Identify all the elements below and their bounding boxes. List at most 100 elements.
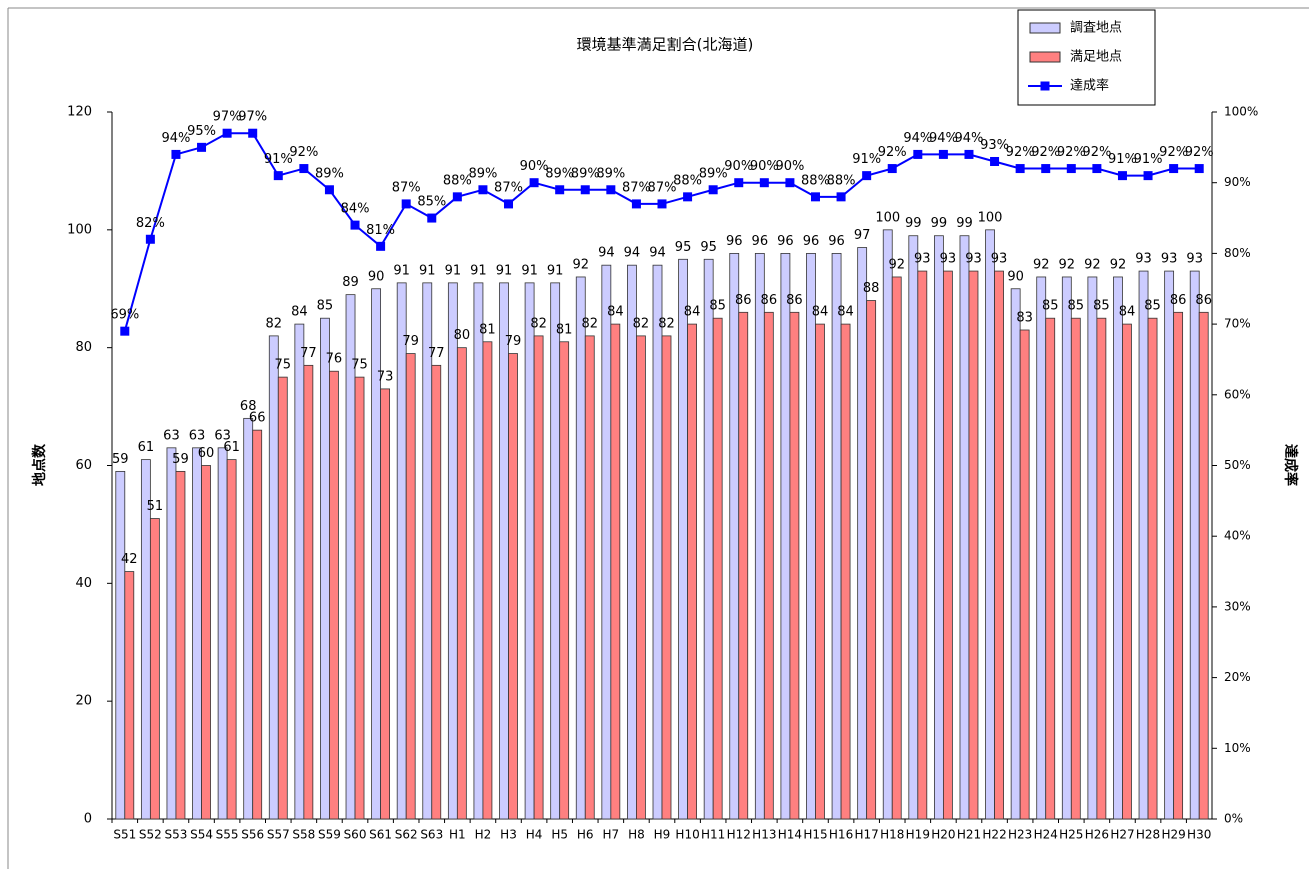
x-tick-label: H28 xyxy=(1136,828,1160,842)
bar-value-label: 93 xyxy=(914,252,931,267)
x-tick-label: H10 xyxy=(675,828,699,842)
x-tick-label: H3 xyxy=(500,828,517,842)
bar-value-label: 85 xyxy=(317,299,334,314)
bar xyxy=(703,258,714,820)
bar-value-label: 96 xyxy=(752,234,769,249)
line-marker xyxy=(1092,164,1102,174)
bar-value-label: 85 xyxy=(709,299,726,314)
x-tick-label: S60 xyxy=(344,828,367,842)
bar-value-label: 82 xyxy=(581,316,598,331)
line-marker xyxy=(324,185,334,195)
line-marker xyxy=(657,199,667,209)
bar xyxy=(729,252,740,820)
bar-value-label: 100 xyxy=(978,210,1003,225)
x-tick-label: H17 xyxy=(855,828,879,842)
y2-tick-label: 100% xyxy=(1224,105,1258,119)
line-value-label: 88% xyxy=(801,173,830,188)
bar xyxy=(345,294,356,820)
y2-tick-label: 40% xyxy=(1224,529,1251,543)
line-marker xyxy=(708,185,718,195)
bar xyxy=(277,376,288,820)
y2-tick-label: 50% xyxy=(1224,458,1251,472)
bar xyxy=(575,276,586,820)
line-marker xyxy=(120,326,130,336)
bar-value-label: 91 xyxy=(393,263,410,278)
bar-value-label: 79 xyxy=(505,334,522,349)
line-marker xyxy=(606,185,616,195)
bar xyxy=(482,341,493,820)
bar xyxy=(508,353,518,820)
line-marker xyxy=(1194,164,1204,174)
legend-swatch xyxy=(1029,22,1061,34)
bar xyxy=(610,323,621,820)
line-value-label: 89% xyxy=(468,166,497,181)
line-value-label: 97% xyxy=(213,110,242,125)
bar-value-label: 80 xyxy=(454,328,471,343)
bar-value-label: 95 xyxy=(700,240,717,255)
bar xyxy=(559,341,570,820)
bar-value-label: 93 xyxy=(1135,252,1152,267)
bar-value-label: 59 xyxy=(112,452,129,467)
x-tick-label: H6 xyxy=(577,828,594,842)
bar-value-label: 92 xyxy=(1084,257,1101,272)
bar-value-label: 86 xyxy=(786,293,803,308)
bar-value-label: 95 xyxy=(675,240,692,255)
bar-value-label: 82 xyxy=(266,316,283,331)
chart-title: 環境基準満足割合(北海道) xyxy=(577,36,754,54)
line-marker xyxy=(350,220,360,230)
line-value-label: 97% xyxy=(238,110,267,125)
x-tick-label: H24 xyxy=(1034,828,1058,842)
line-marker xyxy=(427,213,437,223)
bar-value-label: 84 xyxy=(291,305,308,320)
x-tick-label: S63 xyxy=(420,828,443,842)
bar-value-label: 68 xyxy=(240,399,257,414)
bar xyxy=(1045,317,1056,820)
bar xyxy=(226,459,237,820)
bar xyxy=(166,447,177,820)
x-tick-label: S51 xyxy=(113,828,136,842)
bar xyxy=(712,317,723,820)
bar xyxy=(371,288,382,820)
bar-value-label: 82 xyxy=(658,316,675,331)
line-marker xyxy=(452,192,462,202)
bar-value-label: 91 xyxy=(521,263,538,278)
bar xyxy=(149,518,160,820)
line-marker xyxy=(478,185,488,195)
x-tick-label: H30 xyxy=(1187,828,1211,842)
x-tick-label: H14 xyxy=(778,828,802,842)
line-value-label: 92% xyxy=(1031,145,1060,160)
bar-value-label: 85 xyxy=(1144,299,1161,314)
line-value-label: 91% xyxy=(1108,152,1137,167)
x-tick-label: S56 xyxy=(241,828,264,842)
line-marker xyxy=(504,199,514,209)
line-marker xyxy=(1169,164,1179,174)
bar xyxy=(1087,276,1098,820)
line-value-label: 87% xyxy=(648,180,677,195)
bar xyxy=(294,323,305,820)
line-marker xyxy=(631,199,641,209)
bar-value-label: 66 xyxy=(249,411,266,426)
y2-tick-label: 90% xyxy=(1224,175,1251,189)
line-value-label: 92% xyxy=(1006,145,1035,160)
bar xyxy=(857,247,868,820)
bar-value-label: 77 xyxy=(428,346,445,361)
bar-value-label: 63 xyxy=(163,428,180,443)
x-tick-label: S53 xyxy=(165,828,188,842)
bar-value-label: 76 xyxy=(326,352,343,367)
line-value-label: 92% xyxy=(878,145,907,160)
y-tick-label: 80 xyxy=(75,340,92,355)
bar xyxy=(584,335,595,820)
bar xyxy=(175,470,186,820)
bar xyxy=(1019,329,1030,820)
line-marker xyxy=(248,128,258,138)
bar-value-label: 84 xyxy=(1119,305,1136,320)
line-marker xyxy=(1117,171,1127,181)
x-tick-label: H11 xyxy=(701,828,725,842)
legend-label: 調査地点 xyxy=(1070,21,1122,36)
x-tick-label: H27 xyxy=(1110,828,1134,842)
bar xyxy=(354,376,365,820)
bar-value-label: 79 xyxy=(402,334,419,349)
line-marker xyxy=(222,128,232,138)
bar-value-label: 73 xyxy=(377,369,394,384)
bar-value-label: 61 xyxy=(223,440,240,455)
